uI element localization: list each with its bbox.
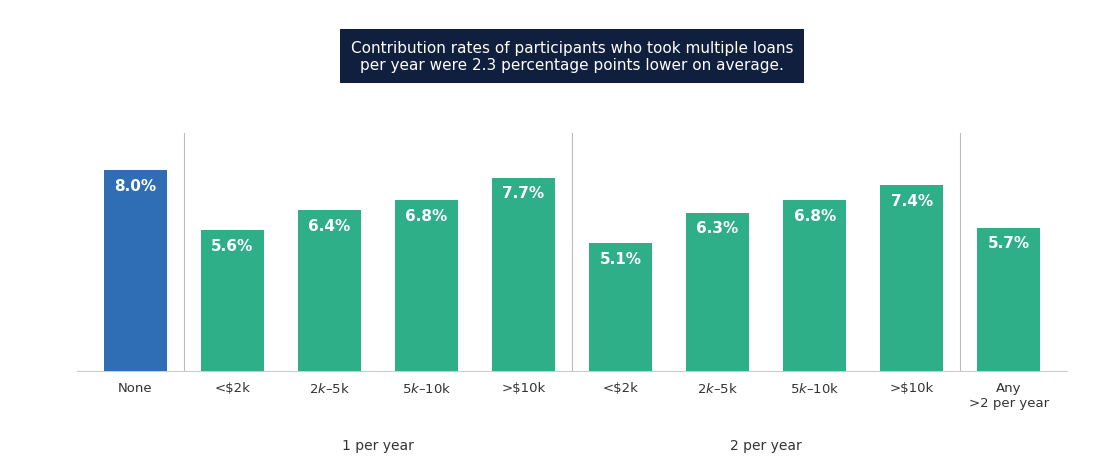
Bar	[588, 244, 652, 371]
Bar	[783, 201, 846, 371]
Bar	[492, 178, 556, 371]
Text: 6.8%: 6.8%	[793, 208, 836, 223]
Text: 6.3%: 6.3%	[696, 221, 739, 236]
Text: 1 per year: 1 per year	[342, 438, 414, 452]
Bar	[395, 201, 458, 371]
Text: 5.6%: 5.6%	[211, 238, 253, 253]
Bar	[977, 228, 1041, 371]
Bar	[298, 211, 361, 371]
Bar	[201, 231, 264, 371]
Text: Contribution rates of participants who took multiple loans
per year were 2.3 per: Contribution rates of participants who t…	[351, 41, 793, 73]
Text: 7.4%: 7.4%	[891, 193, 933, 208]
Text: 5.1%: 5.1%	[600, 251, 641, 266]
Bar	[880, 186, 944, 371]
Text: 5.7%: 5.7%	[988, 236, 1030, 251]
Bar	[103, 171, 167, 371]
Text: 6.4%: 6.4%	[308, 218, 351, 233]
Text: 7.7%: 7.7%	[503, 186, 544, 201]
Text: 8.0%: 8.0%	[114, 178, 156, 193]
Text: 6.8%: 6.8%	[405, 208, 448, 223]
Bar	[686, 213, 749, 371]
Text: 2 per year: 2 per year	[730, 438, 802, 452]
